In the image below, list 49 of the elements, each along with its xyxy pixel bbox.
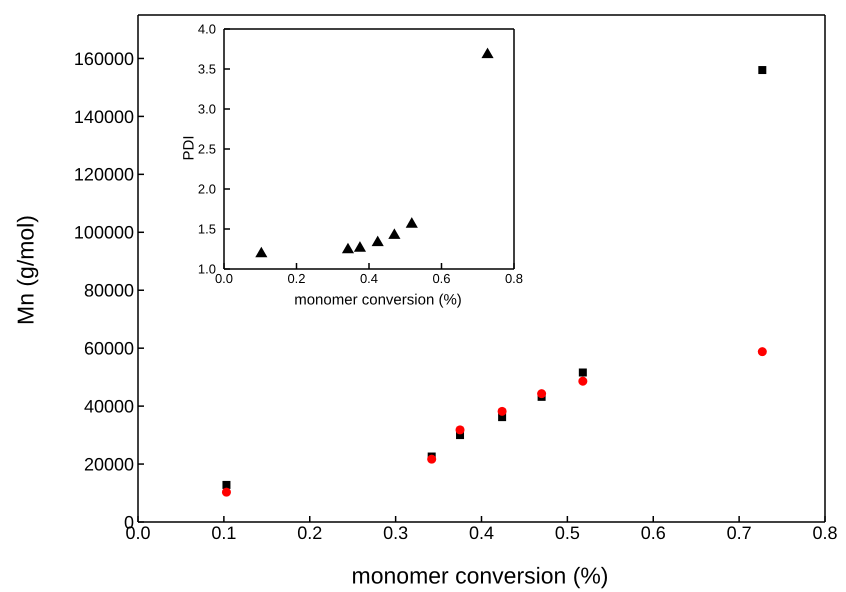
x-tick-label: 0.8 (504, 271, 524, 286)
y-tick-label: 2.5 (198, 142, 216, 157)
point (354, 241, 366, 252)
x-axis-title: monomer conversion (%) (294, 292, 462, 308)
point (372, 236, 384, 246)
x-tick-label: 0.2 (287, 271, 306, 286)
point (406, 217, 418, 228)
x-tick-label: 0.8 (812, 522, 838, 543)
point (758, 66, 766, 74)
point (537, 389, 546, 398)
point (255, 246, 268, 258)
y-tick-label: 40000 (84, 396, 134, 417)
x-tick-label: 0.7 (726, 522, 752, 543)
x-tick-label: 0.2 (297, 522, 322, 543)
x-tick-label: 0.1 (211, 522, 236, 543)
y-tick-label: 80000 (84, 280, 134, 301)
y-axis-title: PDI (180, 135, 198, 161)
y-tick-label: 1.0 (198, 262, 216, 277)
point (456, 425, 465, 434)
y-tick-label: 3.0 (198, 102, 216, 117)
y-tick-label: 4.0 (198, 22, 216, 37)
y-tick-label: 20000 (84, 454, 134, 474)
x-axis-title: monomer conversion (%) (352, 562, 608, 588)
point (758, 347, 767, 356)
y-tick-label: 1.5 (198, 222, 216, 237)
y-tick-label: 140000 (74, 106, 134, 127)
y-axis-title: Mn (g/mol) (12, 215, 38, 325)
y-tick-label: 60000 (84, 338, 134, 359)
point (222, 488, 231, 497)
point (498, 406, 507, 416)
x-tick-label: 0.4 (360, 271, 378, 286)
x-tick-label: 0.4 (468, 522, 494, 543)
y-tick-label: 2.0 (198, 182, 216, 197)
x-tick-label: 0.0 (214, 271, 234, 286)
point (481, 48, 494, 58)
point (342, 242, 354, 254)
point (578, 368, 587, 377)
y-tick-label: 100000 (74, 222, 134, 243)
x-tick-label: 0.6 (640, 522, 666, 543)
point (388, 228, 400, 239)
point (222, 480, 230, 489)
y-tick-label: 3.5 (198, 62, 216, 77)
y-tick-label: 120000 (74, 164, 134, 185)
point (578, 376, 588, 386)
y-tick-label: 160000 (74, 48, 134, 69)
x-tick-label: 0.6 (432, 271, 451, 286)
x-tick-label: 0.3 (383, 522, 408, 543)
point (427, 454, 436, 464)
x-tick-label: 0.5 (554, 522, 580, 543)
